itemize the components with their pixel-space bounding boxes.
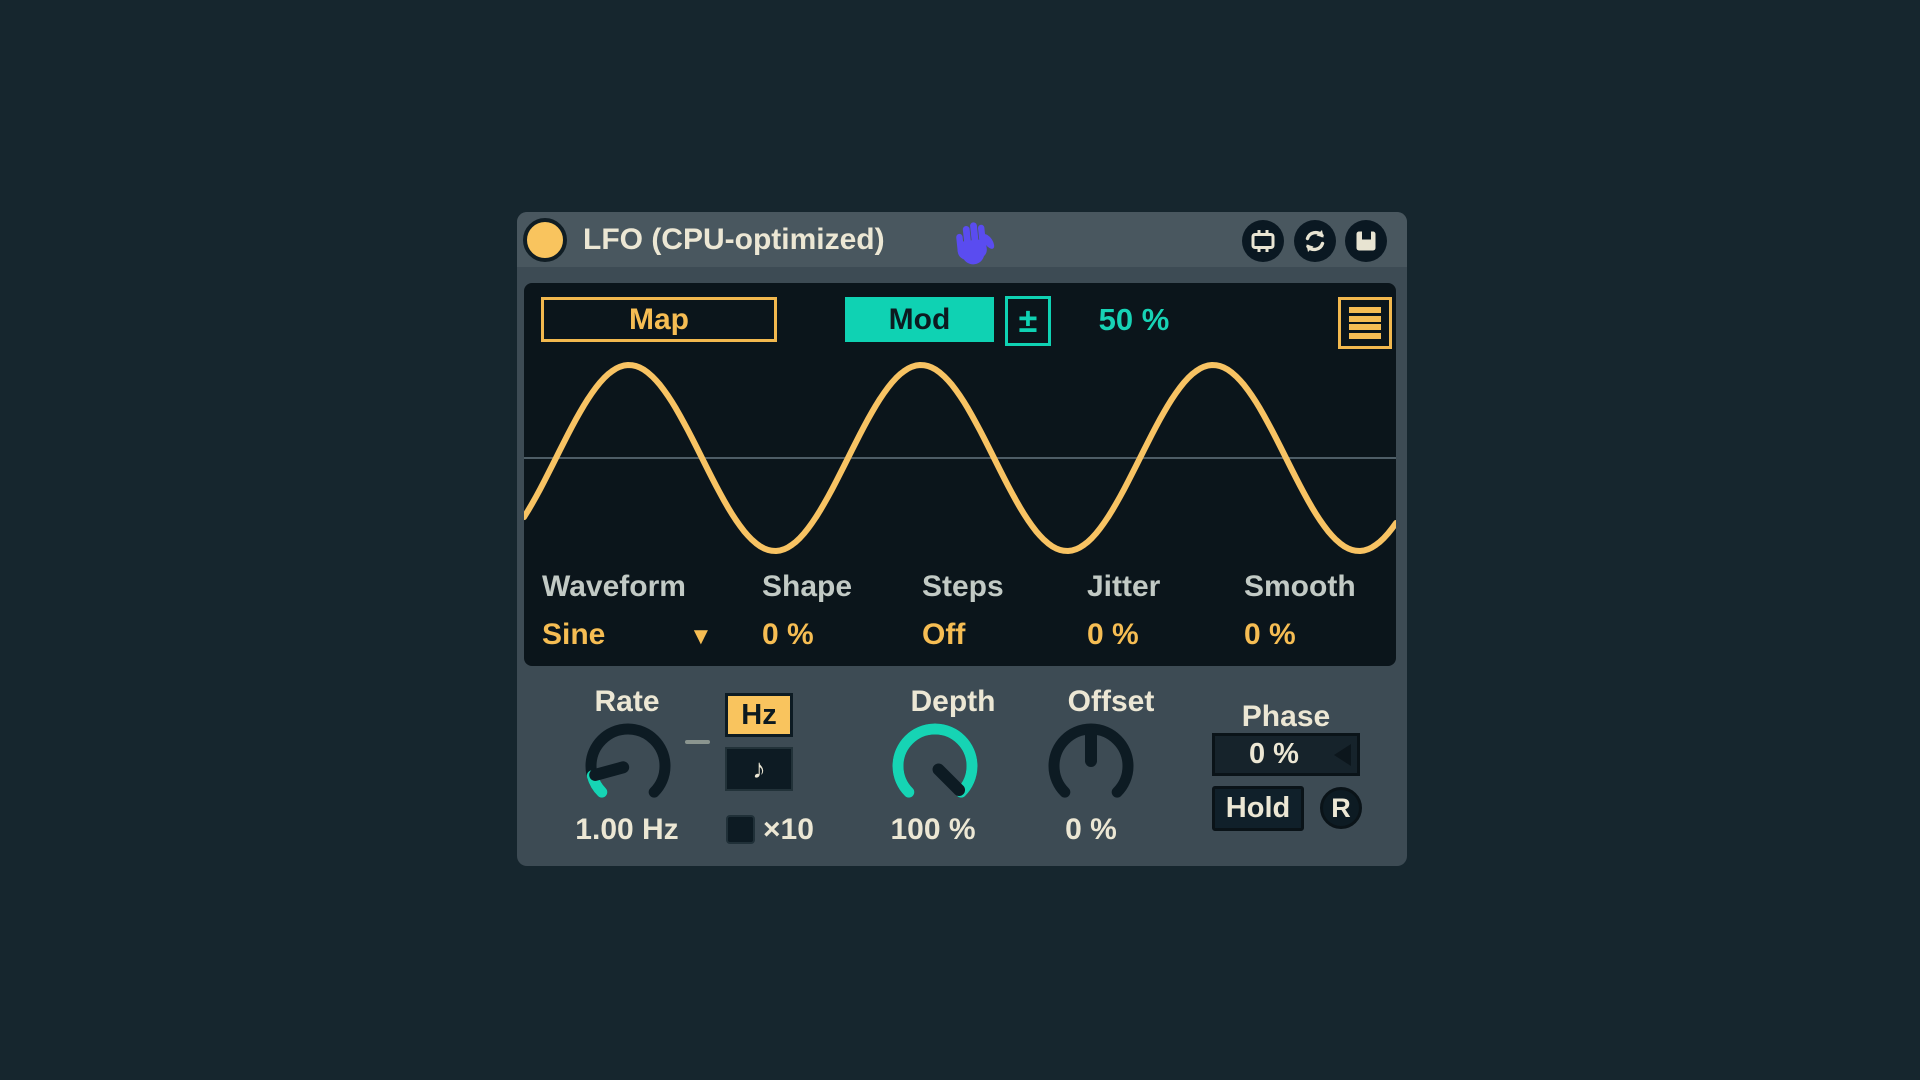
map-button[interactable]: Map — [541, 297, 777, 342]
depth-label: Depth — [910, 685, 996, 718]
device-activator-toggle[interactable] — [523, 218, 567, 262]
offset-value[interactable]: 0 % — [1065, 813, 1117, 846]
rate-value[interactable]: 1.00 Hz — [575, 813, 679, 846]
mod-button[interactable]: Mod — [845, 297, 994, 342]
shape-value[interactable]: 0 % — [762, 618, 814, 651]
lfo-waveform-display — [524, 362, 1396, 554]
mod-amount-value[interactable]: 50 % — [1098, 302, 1170, 337]
rate-mod-indicator — [685, 740, 710, 744]
lfo-display-panel: Map Mod ± 50 % Waveform Shape Steps Jitt… — [524, 283, 1396, 666]
phase-value: 0 % — [1249, 738, 1299, 770]
rate-knob[interactable] — [580, 718, 676, 814]
save-icon[interactable] — [1345, 220, 1387, 262]
steps-value[interactable]: Off — [922, 618, 966, 651]
waveform-select[interactable]: Sine — [542, 618, 606, 651]
device-titlebar: LFO (CPU-optimized) — [517, 212, 1407, 267]
waveform-label: Waveform — [542, 570, 686, 603]
device-title: LFO (CPU-optimized) — [583, 223, 885, 256]
plus-minus-button[interactable]: ± — [1005, 296, 1051, 346]
jitter-label: Jitter — [1087, 570, 1161, 603]
times10-checkbox[interactable] — [726, 815, 755, 844]
chevron-down-icon[interactable]: ▼ — [689, 623, 713, 650]
offset-knob[interactable] — [1043, 718, 1139, 814]
rate-label: Rate — [594, 685, 660, 718]
jitter-value[interactable]: 0 % — [1087, 618, 1139, 651]
frame-icon[interactable] — [1242, 220, 1284, 262]
shape-label: Shape — [762, 570, 853, 603]
rate-unit-note-button[interactable]: ♪ — [725, 747, 793, 791]
depth-value[interactable]: 100 % — [890, 813, 976, 846]
phase-number-box[interactable]: 0 % — [1212, 733, 1360, 776]
hand-icon — [956, 222, 995, 265]
times10-label: ×10 — [763, 813, 814, 846]
lfo-device: LFO (CPU-optimized) — [517, 212, 1407, 866]
phase-spinner-arrow-icon — [1334, 744, 1351, 766]
menu-icon[interactable] — [1338, 297, 1392, 349]
offset-label: Offset — [1067, 685, 1155, 718]
smooth-value[interactable]: 0 % — [1244, 618, 1296, 651]
sine-wave-path — [524, 362, 1396, 554]
steps-label: Steps — [922, 570, 1004, 603]
hold-button[interactable]: Hold — [1212, 786, 1304, 831]
depth-knob[interactable] — [887, 718, 983, 814]
smooth-label: Smooth — [1244, 570, 1356, 603]
phase-label: Phase — [1241, 700, 1331, 733]
rate-unit-hz-button[interactable]: Hz — [725, 693, 793, 737]
sync-icon[interactable] — [1294, 220, 1336, 262]
retrigger-button[interactable]: R — [1320, 787, 1362, 829]
